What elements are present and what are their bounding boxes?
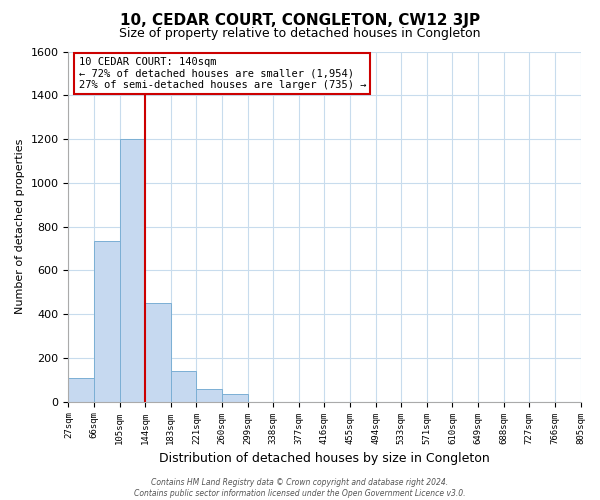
Text: 10, CEDAR COURT, CONGLETON, CW12 3JP: 10, CEDAR COURT, CONGLETON, CW12 3JP bbox=[120, 12, 480, 28]
Bar bbox=[68, 378, 94, 402]
Bar bbox=[145, 303, 171, 402]
Text: 10 CEDAR COURT: 140sqm
← 72% of detached houses are smaller (1,954)
27% of semi-: 10 CEDAR COURT: 140sqm ← 72% of detached… bbox=[79, 57, 366, 90]
Bar bbox=[94, 241, 119, 402]
Bar bbox=[171, 371, 196, 402]
Bar bbox=[119, 139, 145, 402]
X-axis label: Distribution of detached houses by size in Congleton: Distribution of detached houses by size … bbox=[159, 452, 490, 465]
Bar bbox=[222, 394, 248, 402]
Bar bbox=[196, 388, 222, 402]
Text: Contains HM Land Registry data © Crown copyright and database right 2024.
Contai: Contains HM Land Registry data © Crown c… bbox=[134, 478, 466, 498]
Text: Size of property relative to detached houses in Congleton: Size of property relative to detached ho… bbox=[119, 28, 481, 40]
Y-axis label: Number of detached properties: Number of detached properties bbox=[15, 139, 25, 314]
